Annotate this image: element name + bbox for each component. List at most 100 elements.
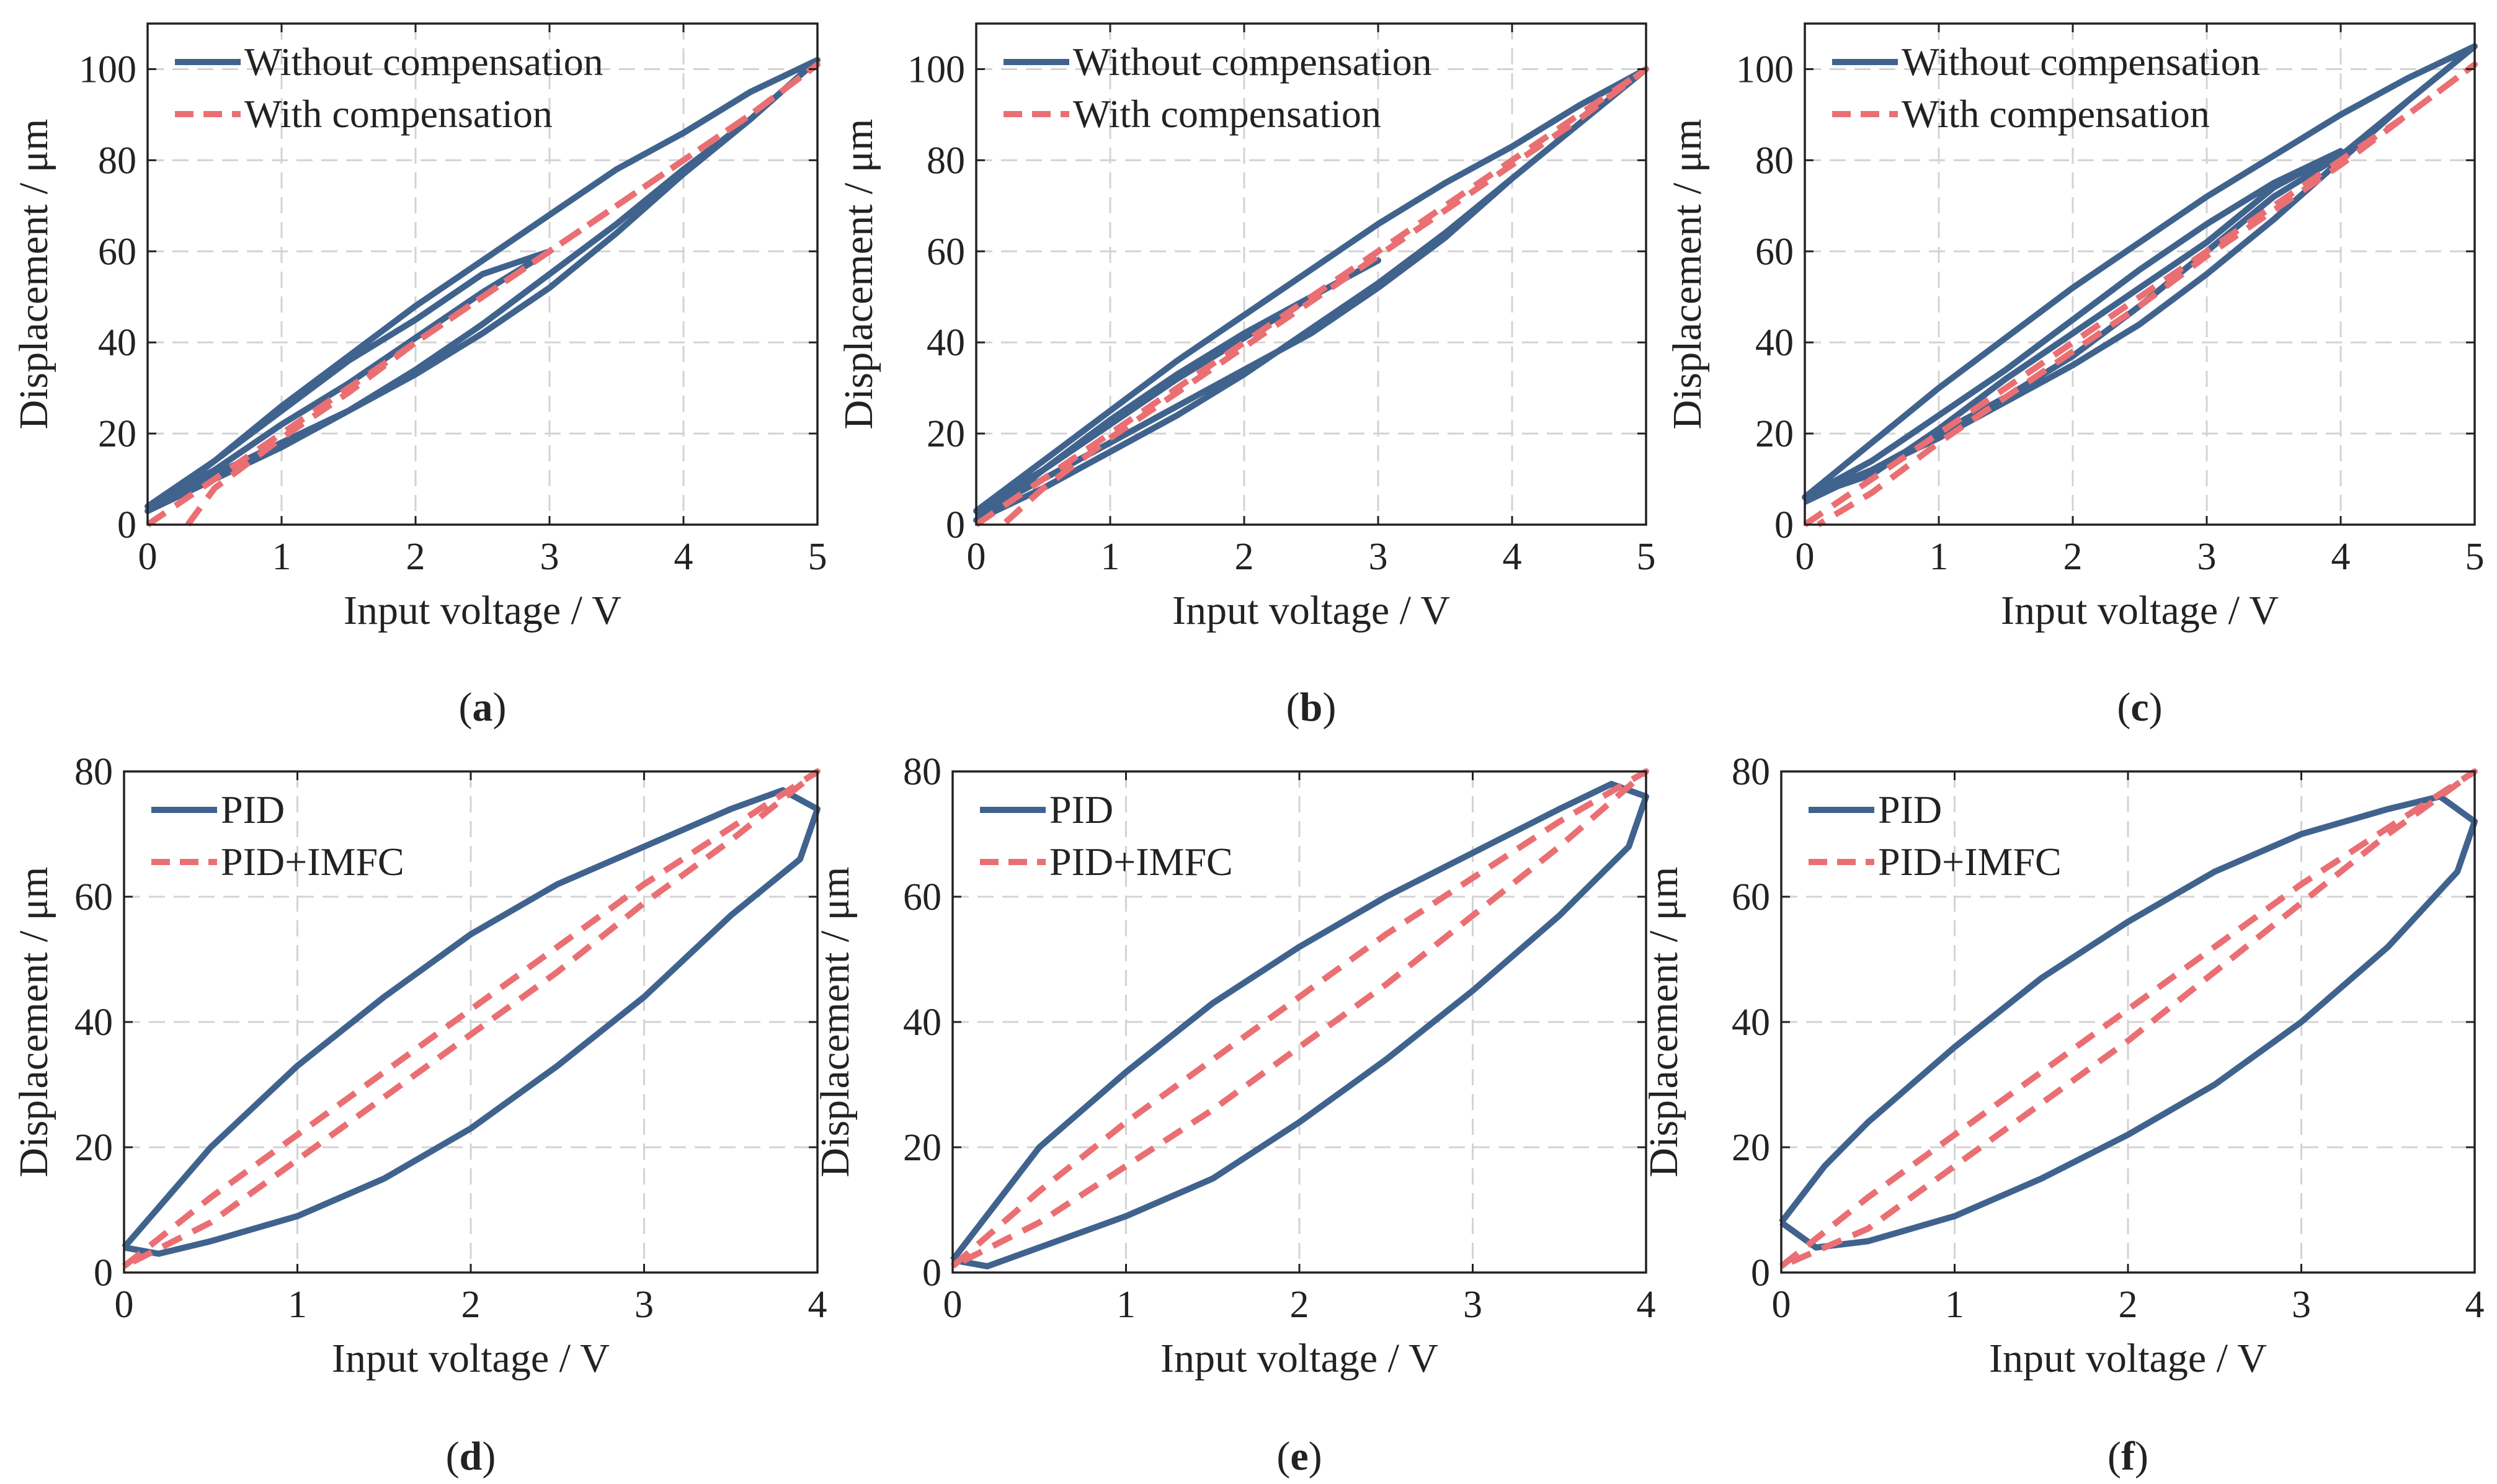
y-tick-label: 40 [98, 322, 136, 364]
legend-label-1: PID+IMFC [221, 840, 404, 884]
x-tick-label: 3 [2292, 1284, 2311, 1326]
legend-label-0: Without compensation [244, 40, 603, 84]
x-tick-label: 0 [115, 1284, 134, 1326]
x-tick-label: 3 [2197, 536, 2217, 578]
x-tick-label: 5 [808, 536, 827, 578]
y-tick-label: 20 [1755, 413, 1794, 455]
legend-label-1: With compensation [1073, 92, 1381, 136]
legend-label-0: PID [221, 788, 285, 832]
x-tick-label: 4 [1503, 536, 1522, 578]
chart-panel-b: 0 1 2 3 4 5 0 20 40 60 80 100 Input voltage / V Displ… [836, 22, 1656, 730]
legend-label-0: Without compensation [1073, 40, 1432, 84]
y-axis-label: Displacement / μm [836, 119, 881, 430]
x-axis-label: Input voltage / V [1160, 1336, 1438, 1381]
y-tick-label: 20 [927, 413, 965, 455]
y-tick-label: 20 [98, 413, 136, 455]
y-tick-label: 40 [74, 1002, 113, 1044]
y-tick-label: 80 [1755, 140, 1794, 182]
y-tick-label: 60 [927, 231, 965, 273]
x-tick-label: 5 [2465, 536, 2485, 578]
y-tick-label: 0 [94, 1252, 113, 1294]
legend-label-1: PID+IMFC [1049, 840, 1233, 884]
panel-caption: (d) [446, 1434, 496, 1479]
y-tick-label: 20 [903, 1127, 941, 1169]
x-tick-label: 3 [634, 1284, 654, 1326]
x-tick-label: 0 [138, 536, 158, 578]
y-tick-label: 0 [1774, 504, 1794, 546]
panel-caption: (b) [1286, 685, 1337, 730]
x-tick-label: 1 [1116, 1284, 1136, 1326]
x-tick-label: 4 [808, 1284, 827, 1326]
x-axis-label: Input voltage / V [1989, 1336, 2267, 1381]
x-tick-label: 0 [1772, 1284, 1791, 1326]
x-tick-label: 3 [1369, 536, 1388, 578]
series-line-0 [973, 66, 1649, 523]
x-tick-label: 0 [943, 1284, 963, 1326]
panel-caption: (a) [459, 685, 507, 730]
y-tick-label: 60 [903, 876, 941, 918]
y-tick-label: 60 [74, 876, 113, 918]
x-tick-label: 3 [540, 536, 559, 578]
x-tick-label: 0 [1796, 536, 1815, 578]
legend-label-0: PID [1049, 788, 1113, 832]
chart-panel-a: 0 1 2 3 4 5 0 20 40 60 80 100 Input voltage / V Displ… [11, 22, 827, 730]
x-tick-label: 4 [2331, 536, 2351, 578]
panel-caption: (c) [2117, 685, 2162, 730]
y-tick-label: 80 [74, 751, 113, 793]
y-axis-label: Displacement / μm [1665, 119, 1710, 430]
y-tick-label: 20 [74, 1127, 113, 1169]
legend-label-0: Without compensation [1902, 40, 2261, 84]
legend-label-1: With compensation [244, 92, 553, 136]
x-tick-label: 4 [674, 536, 693, 578]
x-tick-label: 2 [1235, 536, 1254, 578]
x-tick-label: 3 [1463, 1284, 1482, 1326]
series-line-0 [145, 56, 821, 514]
x-tick-label: 2 [461, 1284, 481, 1326]
axes-frame [146, 22, 819, 526]
x-tick-label: 2 [406, 536, 425, 578]
y-tick-label: 40 [1732, 1002, 1770, 1044]
y-tick-label: 40 [927, 322, 965, 364]
y-tick-label: 0 [922, 1252, 941, 1294]
y-tick-label: 0 [946, 504, 965, 546]
x-tick-label: 2 [2119, 1284, 2138, 1326]
panel-caption: (e) [1276, 1434, 1322, 1479]
x-tick-label: 5 [1637, 536, 1656, 578]
x-tick-label: 4 [1637, 1284, 1656, 1326]
y-tick-label: 80 [1732, 751, 1770, 793]
legend-label-1: With compensation [1902, 92, 2210, 136]
axes-frame [975, 22, 1647, 526]
y-axis-label: Displacement / μm [11, 867, 56, 1178]
y-tick-label: 80 [927, 140, 965, 182]
x-axis-label: Input voltage / V [1172, 588, 1450, 633]
chart-panel-c: 0 1 2 3 4 5 0 20 40 60 80 100 Input voltage / V Displ… [1665, 22, 2485, 730]
x-tick-label: 0 [967, 536, 986, 578]
legend-label-1: PID+IMFC [1878, 840, 2062, 884]
y-tick-label: 100 [79, 48, 136, 91]
y-tick-label: 0 [1751, 1252, 1770, 1294]
y-tick-label: 100 [1736, 48, 1794, 91]
x-tick-label: 2 [2063, 536, 2083, 578]
panel-caption: (f) [2108, 1434, 2148, 1479]
y-tick-label: 40 [1755, 322, 1794, 364]
x-tick-label: 4 [2465, 1284, 2485, 1326]
y-tick-label: 60 [98, 231, 136, 273]
y-tick-label: 80 [903, 751, 941, 793]
legend-label-0: PID [1878, 788, 1942, 832]
y-tick-label: 0 [117, 504, 136, 546]
x-axis-label: Input voltage / V [344, 588, 621, 633]
y-axis-label: Displacement / μm [812, 867, 858, 1178]
x-tick-label: 1 [272, 536, 292, 578]
y-tick-label: 100 [907, 48, 965, 91]
axes-frame [1804, 22, 2476, 526]
x-axis-label: Input voltage / V [332, 1336, 610, 1381]
x-tick-label: 1 [1930, 536, 1949, 578]
x-axis-label: Input voltage / V [2001, 588, 2279, 633]
y-tick-label: 40 [903, 1002, 941, 1044]
y-tick-label: 80 [98, 140, 136, 182]
y-axis-label: Displacement / μm [1641, 867, 1686, 1178]
